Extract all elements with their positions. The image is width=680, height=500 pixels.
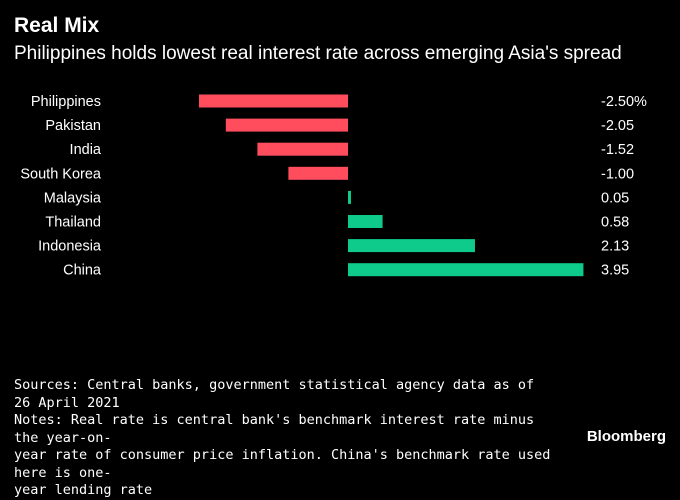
- sources-text: Sources: Central banks, government stati…: [14, 377, 535, 411]
- value-label: 0.58: [601, 215, 629, 231]
- value-label: 2.13: [601, 239, 629, 255]
- bar-pakistan: [225, 118, 348, 132]
- chart-subtitle: Philippines holds lowest real interest r…: [14, 43, 622, 64]
- category-label: Malaysia: [44, 190, 102, 206]
- value-label: 3.95: [601, 263, 629, 279]
- bar-south-korea: [288, 166, 348, 180]
- category-label: Pakistan: [45, 118, 101, 134]
- value-label: 0.05: [601, 190, 629, 206]
- category-label: Indonesia: [38, 239, 102, 255]
- category-label: China: [63, 263, 102, 279]
- value-label: -2.05: [601, 118, 634, 134]
- value-label: -1.00: [601, 166, 634, 182]
- notes-line-2: year rate of consumer price inflation. C…: [14, 447, 551, 481]
- bloomberg-logo: Bloomberg: [586, 428, 666, 445]
- bar-chart: Philippines -2.50% Pakistan -2.05 India -1.52…: [20, 94, 647, 279]
- bar-philippines: [199, 94, 348, 108]
- bar-indonesia: [348, 239, 475, 253]
- bar-china: [348, 263, 584, 277]
- category-label: Thailand: [45, 215, 101, 231]
- footnotes: Sources: Central banks, government stati…: [14, 377, 554, 500]
- bar-malaysia: [348, 190, 351, 204]
- notes-line-1: Notes: Real rate is central bank's bench…: [14, 412, 535, 446]
- notes-line-3: year lending rate: [14, 482, 153, 498]
- bar-india: [257, 142, 348, 156]
- chart-title: Real Mix: [14, 14, 100, 37]
- category-label: Philippines: [31, 94, 101, 110]
- value-label: -2.50%: [601, 94, 647, 110]
- value-label: -1.52: [601, 142, 634, 158]
- bar-thailand: [348, 215, 383, 228]
- category-label: South Korea: [20, 166, 102, 182]
- category-label: India: [70, 142, 102, 158]
